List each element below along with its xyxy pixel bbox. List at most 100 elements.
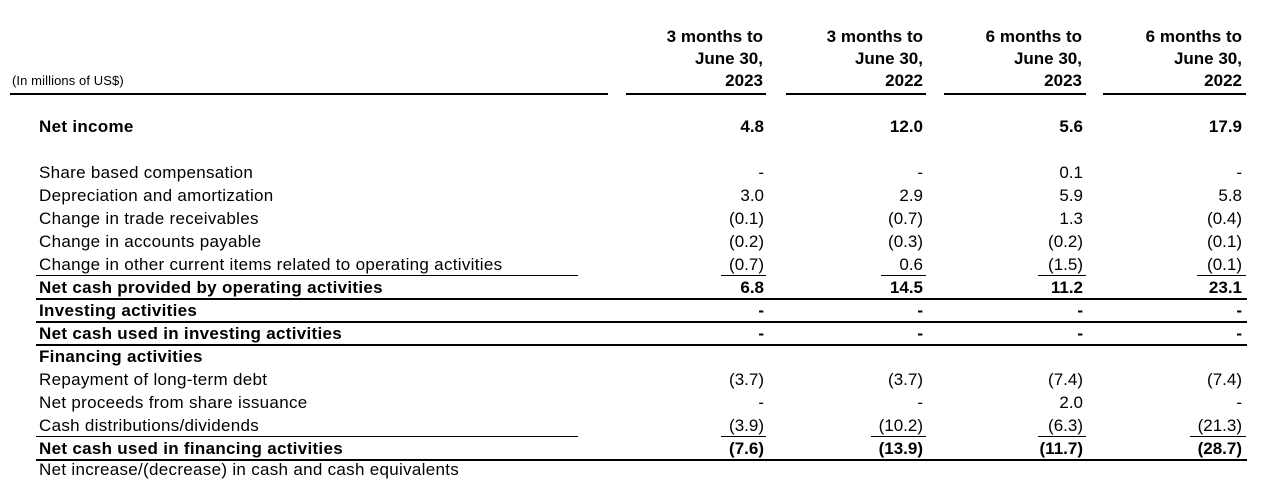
row-label: Change in accounts payable bbox=[39, 232, 262, 251]
value-cell: - bbox=[1077, 301, 1083, 320]
row-investing-activities: Investing activities - - - - bbox=[0, 299, 1282, 322]
value-cell: (28.7) bbox=[1197, 439, 1242, 458]
column-header-line: 2023 bbox=[1044, 71, 1082, 90]
value-cell: 0.6 bbox=[899, 255, 923, 274]
value-cell: 11.2 bbox=[1050, 278, 1083, 297]
column-header-line: 3 months to bbox=[666, 27, 763, 46]
value-cell: 14.5 bbox=[889, 278, 923, 297]
value-cell: (6.3) bbox=[1048, 416, 1083, 435]
value-cell: 0.1 bbox=[1059, 163, 1083, 182]
header-rule bbox=[786, 93, 926, 95]
value-cell: 17.9 bbox=[1208, 117, 1242, 136]
value-cell: (7.4) bbox=[1048, 370, 1083, 389]
subtotal-rule bbox=[721, 275, 766, 276]
row-label: Share based compensation bbox=[39, 163, 254, 182]
column-header-line: June 30, bbox=[1173, 49, 1242, 68]
value-cell: (3.7) bbox=[888, 370, 923, 389]
subtotal-rule bbox=[881, 275, 926, 276]
subtotal-rule bbox=[36, 275, 578, 276]
value-cell: - bbox=[758, 324, 764, 343]
value-cell: 2.9 bbox=[899, 186, 923, 205]
column-header-h1-2022: 6 months to June 30, 2022 bbox=[1082, 26, 1242, 92]
value-cell: (3.9) bbox=[729, 416, 764, 435]
value-cell: (10.2) bbox=[878, 416, 923, 435]
subtotal-rule bbox=[36, 436, 578, 437]
row-label: Cash distributions/dividends bbox=[39, 416, 260, 435]
value-cell: (0.2) bbox=[729, 232, 764, 251]
header-rule bbox=[1103, 93, 1246, 95]
row-share-based-compensation: Share based compensation - - 0.1 - bbox=[0, 161, 1282, 184]
value-cell: - bbox=[1236, 163, 1242, 182]
row-accounts-payable: Change in accounts payable (0.2) (0.3) (… bbox=[0, 230, 1282, 253]
row-net-cash-investing: Net cash used in investing activities - … bbox=[0, 322, 1282, 345]
value-cell: (0.1) bbox=[729, 209, 764, 228]
header-rule bbox=[944, 93, 1086, 95]
value-cell: (1.5) bbox=[1048, 255, 1083, 274]
value-cell: - bbox=[758, 301, 764, 320]
column-header-line: 2022 bbox=[885, 71, 923, 90]
subtotal-rule bbox=[871, 436, 926, 437]
value-cell: - bbox=[1236, 301, 1242, 320]
row-label: Net cash used in investing activities bbox=[39, 324, 343, 343]
row-label: Net income bbox=[39, 117, 134, 136]
value-cell: - bbox=[758, 163, 764, 182]
value-cell: 2.0 bbox=[1059, 393, 1083, 412]
value-cell: - bbox=[1236, 324, 1242, 343]
row-label: Net proceeds from share issuance bbox=[39, 393, 308, 412]
row-net-increase-cash-partial: Net increase/(decrease) in cash and cash… bbox=[39, 460, 460, 479]
row-cash-distributions: Cash distributions/dividends (3.9) (10.2… bbox=[0, 414, 1282, 437]
row-label: Net cash used in financing activities bbox=[39, 439, 343, 458]
row-label: Financing activities bbox=[39, 347, 203, 366]
row-label: Net cash provided by operating activitie… bbox=[39, 278, 383, 297]
column-header-line: 6 months to bbox=[985, 27, 1082, 46]
subtotal-rule bbox=[1190, 436, 1246, 437]
value-cell: 1.3 bbox=[1059, 209, 1083, 228]
units-note: (In millions of US$) bbox=[12, 73, 124, 88]
row-other-current-items: Change in other current items related to… bbox=[0, 253, 1282, 276]
column-header-line: 2023 bbox=[725, 71, 763, 90]
column-header-line: June 30, bbox=[854, 49, 923, 68]
value-cell: (7.4) bbox=[1207, 370, 1242, 389]
subtotal-rule bbox=[1038, 275, 1086, 276]
value-cell: (0.1) bbox=[1207, 255, 1242, 274]
value-cell: 3.0 bbox=[740, 186, 764, 205]
value-cell: 5.8 bbox=[1218, 186, 1242, 205]
value-cell: (0.4) bbox=[1207, 209, 1242, 228]
value-cell: 5.6 bbox=[1059, 117, 1083, 136]
value-cell: - bbox=[917, 324, 923, 343]
row-label: Repayment of long-term debt bbox=[39, 370, 268, 389]
value-cell: (0.3) bbox=[888, 232, 923, 251]
value-cell: (0.7) bbox=[888, 209, 923, 228]
column-header-h1-2023: 6 months to June 30, 2023 bbox=[922, 26, 1082, 92]
column-header-line: 2022 bbox=[1204, 71, 1242, 90]
value-cell: (0.7) bbox=[729, 255, 764, 274]
value-cell: 4.8 bbox=[740, 117, 764, 136]
row-repayment-long-term-debt: Repayment of long-term debt (3.7) (3.7) … bbox=[0, 368, 1282, 391]
column-header-line: June 30, bbox=[1013, 49, 1082, 68]
row-net-cash-financing: Net cash used in financing activities (7… bbox=[0, 437, 1282, 460]
column-header-q2-2022: 3 months to June 30, 2022 bbox=[763, 26, 923, 92]
section-rule bbox=[36, 321, 1247, 323]
value-cell: 6.8 bbox=[740, 278, 764, 297]
value-cell: - bbox=[758, 393, 764, 412]
cash-flow-statement: (In millions of US$) 3 months to June 30… bbox=[0, 26, 1282, 479]
value-cell: (11.7) bbox=[1039, 439, 1083, 458]
value-cell: - bbox=[1077, 324, 1083, 343]
value-cell: 12.0 bbox=[889, 117, 923, 136]
value-cell: (7.6) bbox=[729, 439, 764, 458]
column-header-line: June 30, bbox=[694, 49, 763, 68]
row-depreciation-amortization: Depreciation and amortization 3.0 2.9 5.… bbox=[0, 184, 1282, 207]
value-cell: - bbox=[1236, 393, 1242, 412]
row-label: Change in other current items related to… bbox=[39, 255, 503, 274]
row-trade-receivables: Change in trade receivables (0.1) (0.7) … bbox=[0, 207, 1282, 230]
value-cell: 5.9 bbox=[1059, 186, 1083, 205]
row-share-issuance: Net proceeds from share issuance - - 2.0… bbox=[0, 391, 1282, 414]
row-net-income: Net income 4.8 12.0 5.6 17.9 bbox=[0, 115, 1282, 138]
value-cell: - bbox=[917, 301, 923, 320]
value-cell: - bbox=[917, 393, 923, 412]
row-label: Investing activities bbox=[39, 301, 198, 320]
header-rule bbox=[10, 93, 608, 95]
value-cell: (21.3) bbox=[1197, 416, 1242, 435]
subtotal-rule bbox=[1197, 275, 1246, 276]
value-cell: (13.9) bbox=[878, 439, 923, 458]
